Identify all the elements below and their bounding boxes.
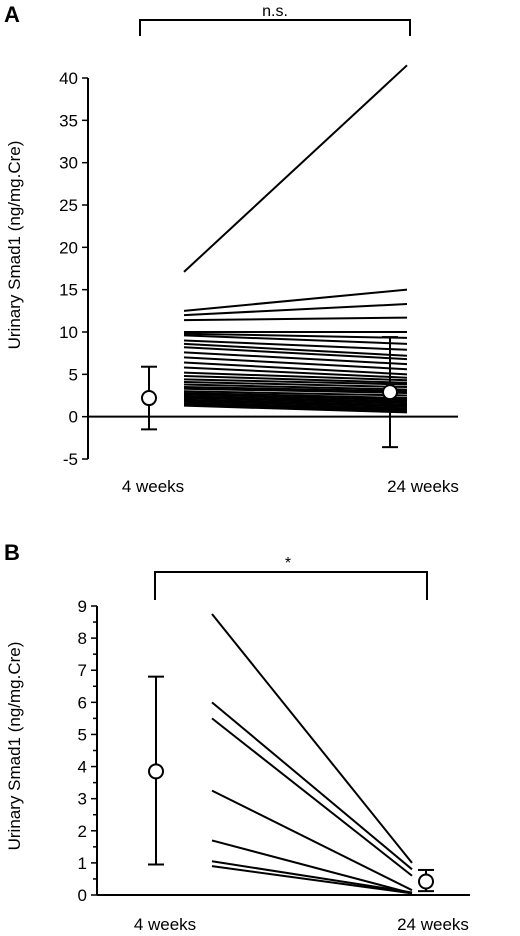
panel-a-individual-line (183, 64, 408, 273)
panel-b-y-tick-label: 6 (78, 693, 87, 712)
panel-b-individual-line (211, 860, 413, 894)
panel-a-individual-line (183, 366, 408, 379)
panel-a-individual-line (183, 378, 408, 386)
panel-b-individual-line (211, 717, 413, 877)
panel-a-significance: n.s. (262, 3, 288, 20)
panel-a-individual-line (183, 383, 408, 391)
panel-a-individual-line (183, 391, 408, 400)
panel-a-individual-line (183, 303, 408, 317)
panel-b-plot-area: 0 1 2 3 4 5 6 7 8 9 (78, 597, 470, 905)
panel-a-individual-line (183, 380, 408, 389)
panel-a-individual-line (183, 339, 408, 351)
panel-a-y-tick-label: 40 (59, 69, 78, 88)
panel-b-individual-line (211, 613, 413, 864)
panel-a-individual-line (183, 375, 408, 384)
panel-a-individual-line (183, 390, 408, 397)
panel-b-y-tick-label: 1 (78, 854, 87, 873)
panel-a-label: A (4, 2, 20, 27)
panel-a-category-4-weeks: 4 weeks (122, 477, 184, 496)
panel-b-individual-line (211, 701, 413, 871)
panel-b-significance-bracket (154, 571, 428, 600)
panel-b-mean-point (148, 763, 164, 780)
panel-b-individual-line (211, 789, 413, 892)
panel-b-y-tick-label: 8 (78, 629, 87, 648)
panel-b-mean-marker-4-weeks (148, 675, 164, 866)
panel-a-mean-marker-24-weeks (382, 336, 398, 449)
panel-a-individual-line (183, 334, 408, 345)
panel-a-individual-line (183, 387, 408, 394)
panel-a-y-tick-label: -5 (63, 450, 78, 469)
panel-a-individual-line (183, 398, 408, 406)
panel-a-individual-line (183, 400, 408, 408)
panel-b-mean-point (418, 873, 434, 890)
panel-b-individual-line (211, 865, 413, 895)
panel-a-y-axis-label: Urinary Smad1 (ng/mg.Cre) (5, 141, 24, 350)
panel-a-individual-line (183, 346, 408, 361)
panel-a-individual-line (183, 332, 408, 339)
panel-b-y-tick-label: 2 (78, 822, 87, 841)
panel-a-significance-bracket (139, 19, 411, 36)
panel-a-y-tick-label: 35 (59, 111, 78, 130)
panel-a-mean-point (382, 384, 398, 401)
panel-b-category-24-weeks: 24 weeks (397, 915, 469, 934)
panel-b-y-tick-label: 3 (78, 790, 87, 809)
panel-b-mean-marker-24-weeks (418, 868, 434, 893)
panel-a-y-tick-label: 25 (59, 196, 78, 215)
panel-b-category-4-weeks: 4 weeks (134, 915, 196, 934)
panel-a-mean-point (141, 390, 157, 407)
panel-b-y-axis-label: Urinary Smad1 (ng/mg.Cre) (5, 642, 24, 851)
panel-a-individual-line (183, 361, 408, 376)
panel-b: B * Urinary Smad1 (ng/mg.Cre) 0 1 2 3 4 5 6 7 8 9… (4, 540, 470, 934)
panel-b-label: B (4, 540, 20, 565)
panel-a-y-tick-label: 30 (59, 154, 78, 173)
panel-a-mean-marker-4-weeks (141, 365, 157, 431)
panel-a-y-tick-label: 20 (59, 238, 78, 257)
panel-a-individual-line (183, 397, 408, 405)
panel-a-individual-line (183, 316, 408, 322)
panel-a-individual-line (183, 351, 408, 366)
panel-a-category-24-weeks: 24 weeks (387, 477, 459, 496)
panel-b-individual-line (211, 839, 413, 895)
panel-a-y-tick-label: 0 (69, 408, 78, 427)
panel-a-individual-line (183, 356, 408, 371)
panel-a-individual-line (183, 371, 408, 382)
panel-a-individual-line (183, 386, 408, 393)
panel-a-individual-line (183, 395, 408, 403)
panel-b-y-tick-label: 7 (78, 661, 87, 680)
panel-b-y-tick-label: 9 (78, 597, 87, 616)
panel-a-individual-line (183, 393, 408, 401)
panel-a-plot-area: -5 0 5 10 15 20 25 30 35 40 (59, 64, 458, 469)
panel-a-individual-line (183, 288, 408, 312)
panel-b-y-tick-label: 4 (78, 758, 87, 777)
panel-b-y-tick-label: 0 (78, 886, 87, 905)
panel-a-individual-line (183, 342, 408, 357)
panel-a-y-tick-label: 15 (59, 281, 78, 300)
panel-b-y-tick-label: 5 (78, 725, 87, 744)
panel-a-y-tick-label: 10 (59, 323, 78, 342)
panel-a-y-tick-label: 5 (69, 365, 78, 384)
panel-a: A n.s. Urinary Smad1 (ng/mg.Cre) -5 0 5 10 1… (4, 2, 459, 496)
panel-b-significance: * (285, 555, 291, 572)
panel-a-individual-line (183, 404, 408, 414)
